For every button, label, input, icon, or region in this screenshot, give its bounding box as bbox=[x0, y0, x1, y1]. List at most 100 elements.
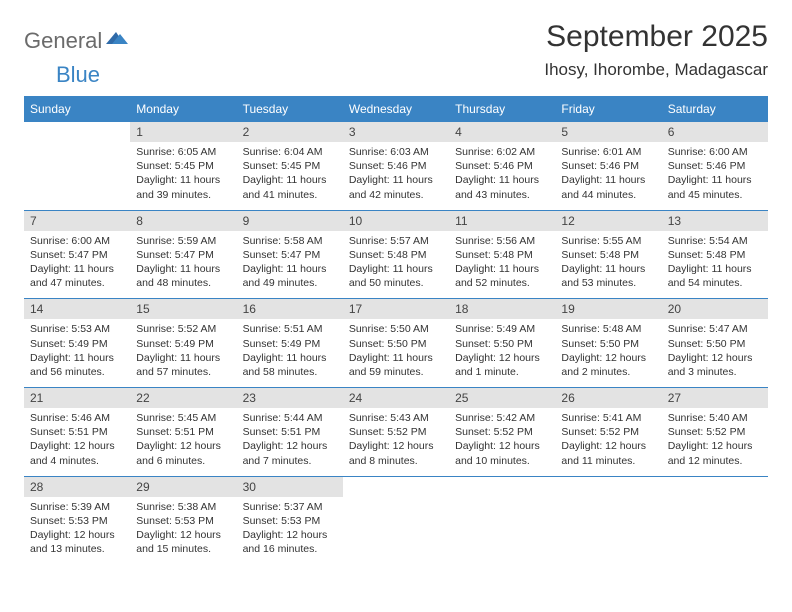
daylight-text: Daylight: 11 hours and 45 minutes. bbox=[668, 173, 762, 201]
sunrise-text: Sunrise: 5:45 AM bbox=[136, 411, 230, 425]
weekday-header: Sunday bbox=[24, 97, 130, 122]
daylight-text: Daylight: 11 hours and 39 minutes. bbox=[136, 173, 230, 201]
day-number-cell: 15 bbox=[130, 299, 236, 320]
sunset-text: Sunset: 5:52 PM bbox=[455, 425, 549, 439]
day-number-cell: 16 bbox=[237, 299, 343, 320]
sunrise-text: Sunrise: 5:47 AM bbox=[668, 322, 762, 336]
daylight-text: Daylight: 11 hours and 49 minutes. bbox=[243, 262, 337, 290]
sunrise-text: Sunrise: 5:55 AM bbox=[561, 234, 655, 248]
detail-row: Sunrise: 6:00 AMSunset: 5:47 PMDaylight:… bbox=[24, 231, 768, 299]
sunrise-text: Sunrise: 5:48 AM bbox=[561, 322, 655, 336]
sunrise-text: Sunrise: 6:00 AM bbox=[668, 145, 762, 159]
weekday-header: Monday bbox=[130, 97, 236, 122]
daylight-text: Daylight: 11 hours and 52 minutes. bbox=[455, 262, 549, 290]
day-detail-cell bbox=[24, 142, 130, 210]
day-number-cell: 2 bbox=[237, 122, 343, 143]
sunset-text: Sunset: 5:52 PM bbox=[561, 425, 655, 439]
day-detail-cell: Sunrise: 5:38 AMSunset: 5:53 PMDaylight:… bbox=[130, 497, 236, 565]
daylight-text: Daylight: 12 hours and 7 minutes. bbox=[243, 439, 337, 467]
sunrise-text: Sunrise: 5:59 AM bbox=[136, 234, 230, 248]
weekday-header: Saturday bbox=[662, 97, 768, 122]
sunrise-text: Sunrise: 5:51 AM bbox=[243, 322, 337, 336]
sunset-text: Sunset: 5:47 PM bbox=[243, 248, 337, 262]
day-number-cell: 25 bbox=[449, 388, 555, 409]
day-number-cell: 4 bbox=[449, 122, 555, 143]
day-number-cell bbox=[555, 476, 661, 497]
day-number-cell: 1 bbox=[130, 122, 236, 143]
sunset-text: Sunset: 5:50 PM bbox=[349, 337, 443, 351]
sunrise-text: Sunrise: 6:01 AM bbox=[561, 145, 655, 159]
sunset-text: Sunset: 5:53 PM bbox=[243, 514, 337, 528]
day-detail-cell: Sunrise: 6:03 AMSunset: 5:46 PMDaylight:… bbox=[343, 142, 449, 210]
day-detail-cell bbox=[449, 497, 555, 565]
day-number-cell: 28 bbox=[24, 476, 130, 497]
day-detail-cell: Sunrise: 6:04 AMSunset: 5:45 PMDaylight:… bbox=[237, 142, 343, 210]
day-number-cell: 11 bbox=[449, 210, 555, 231]
day-detail-cell: Sunrise: 5:49 AMSunset: 5:50 PMDaylight:… bbox=[449, 319, 555, 387]
day-detail-cell: Sunrise: 5:43 AMSunset: 5:52 PMDaylight:… bbox=[343, 408, 449, 476]
sunrise-text: Sunrise: 6:00 AM bbox=[30, 234, 124, 248]
sunset-text: Sunset: 5:51 PM bbox=[243, 425, 337, 439]
day-detail-cell: Sunrise: 5:41 AMSunset: 5:52 PMDaylight:… bbox=[555, 408, 661, 476]
day-detail-cell: Sunrise: 5:57 AMSunset: 5:48 PMDaylight:… bbox=[343, 231, 449, 299]
calendar-body: 123456Sunrise: 6:05 AMSunset: 5:45 PMDay… bbox=[24, 122, 768, 565]
daylight-text: Daylight: 12 hours and 1 minute. bbox=[455, 351, 549, 379]
day-number-cell: 20 bbox=[662, 299, 768, 320]
day-detail-cell: Sunrise: 5:59 AMSunset: 5:47 PMDaylight:… bbox=[130, 231, 236, 299]
day-detail-cell: Sunrise: 5:40 AMSunset: 5:52 PMDaylight:… bbox=[662, 408, 768, 476]
daylight-text: Daylight: 12 hours and 8 minutes. bbox=[349, 439, 443, 467]
day-detail-cell: Sunrise: 6:00 AMSunset: 5:47 PMDaylight:… bbox=[24, 231, 130, 299]
day-detail-cell: Sunrise: 5:47 AMSunset: 5:50 PMDaylight:… bbox=[662, 319, 768, 387]
sunset-text: Sunset: 5:49 PM bbox=[243, 337, 337, 351]
sunrise-text: Sunrise: 5:39 AM bbox=[30, 500, 124, 514]
sunset-text: Sunset: 5:48 PM bbox=[668, 248, 762, 262]
sunset-text: Sunset: 5:47 PM bbox=[30, 248, 124, 262]
day-detail-cell: Sunrise: 5:53 AMSunset: 5:49 PMDaylight:… bbox=[24, 319, 130, 387]
sunset-text: Sunset: 5:50 PM bbox=[668, 337, 762, 351]
sunrise-text: Sunrise: 5:43 AM bbox=[349, 411, 443, 425]
sunset-text: Sunset: 5:46 PM bbox=[561, 159, 655, 173]
sunset-text: Sunset: 5:50 PM bbox=[455, 337, 549, 351]
daylight-text: Daylight: 11 hours and 48 minutes. bbox=[136, 262, 230, 290]
day-number-cell: 12 bbox=[555, 210, 661, 231]
day-detail-cell: Sunrise: 5:44 AMSunset: 5:51 PMDaylight:… bbox=[237, 408, 343, 476]
day-detail-cell bbox=[662, 497, 768, 565]
daylight-text: Daylight: 11 hours and 56 minutes. bbox=[30, 351, 124, 379]
daylight-text: Daylight: 12 hours and 15 minutes. bbox=[136, 528, 230, 556]
daylight-text: Daylight: 12 hours and 10 minutes. bbox=[455, 439, 549, 467]
sunset-text: Sunset: 5:45 PM bbox=[243, 159, 337, 173]
day-number-cell: 5 bbox=[555, 122, 661, 143]
daylight-text: Daylight: 11 hours and 43 minutes. bbox=[455, 173, 549, 201]
sunset-text: Sunset: 5:51 PM bbox=[30, 425, 124, 439]
sunrise-text: Sunrise: 5:42 AM bbox=[455, 411, 549, 425]
daylight-text: Daylight: 11 hours and 57 minutes. bbox=[136, 351, 230, 379]
day-number-cell: 23 bbox=[237, 388, 343, 409]
sunset-text: Sunset: 5:53 PM bbox=[136, 514, 230, 528]
sunrise-text: Sunrise: 5:56 AM bbox=[455, 234, 549, 248]
day-detail-cell: Sunrise: 6:01 AMSunset: 5:46 PMDaylight:… bbox=[555, 142, 661, 210]
day-number-cell: 14 bbox=[24, 299, 130, 320]
daylight-text: Daylight: 11 hours and 59 minutes. bbox=[349, 351, 443, 379]
logo-text-blue: Blue bbox=[56, 62, 100, 87]
page: General September 2025 Ihosy, Ihorombe, … bbox=[0, 0, 792, 584]
sunset-text: Sunset: 5:53 PM bbox=[30, 514, 124, 528]
day-detail-cell: Sunrise: 5:37 AMSunset: 5:53 PMDaylight:… bbox=[237, 497, 343, 565]
daynum-row: 21222324252627 bbox=[24, 388, 768, 409]
daylight-text: Daylight: 12 hours and 13 minutes. bbox=[30, 528, 124, 556]
day-number-cell bbox=[343, 476, 449, 497]
day-detail-cell: Sunrise: 5:51 AMSunset: 5:49 PMDaylight:… bbox=[237, 319, 343, 387]
daynum-row: 282930 bbox=[24, 476, 768, 497]
day-detail-cell: Sunrise: 5:46 AMSunset: 5:51 PMDaylight:… bbox=[24, 408, 130, 476]
logo-text-general: General bbox=[24, 28, 102, 54]
day-detail-cell: Sunrise: 5:39 AMSunset: 5:53 PMDaylight:… bbox=[24, 497, 130, 565]
sunset-text: Sunset: 5:46 PM bbox=[349, 159, 443, 173]
daylight-text: Daylight: 12 hours and 2 minutes. bbox=[561, 351, 655, 379]
header-right: September 2025 Ihosy, Ihorombe, Madagasc… bbox=[544, 20, 768, 80]
sunset-text: Sunset: 5:49 PM bbox=[136, 337, 230, 351]
weekday-header: Friday bbox=[555, 97, 661, 122]
daylight-text: Daylight: 12 hours and 12 minutes. bbox=[668, 439, 762, 467]
sunset-text: Sunset: 5:46 PM bbox=[455, 159, 549, 173]
sunrise-text: Sunrise: 5:54 AM bbox=[668, 234, 762, 248]
day-number-cell: 9 bbox=[237, 210, 343, 231]
daylight-text: Daylight: 11 hours and 42 minutes. bbox=[349, 173, 443, 201]
